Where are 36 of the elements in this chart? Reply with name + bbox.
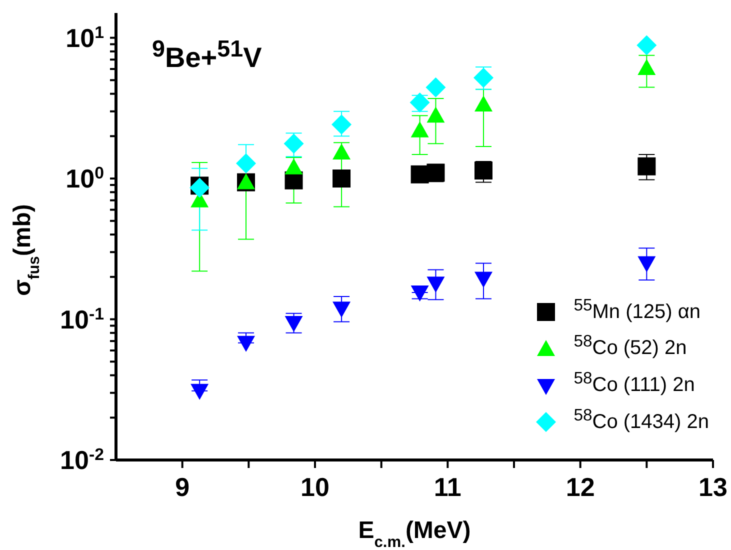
- legend-label: $^{58}$Co (111) 2n: [574, 368, 695, 396]
- point: [638, 157, 656, 176]
- point: [236, 153, 256, 174]
- y-tick-label: 10$^{-1}$: [60, 304, 104, 334]
- point: [410, 121, 429, 138]
- y-tick-label: 10$^{-2}$: [60, 444, 104, 475]
- x-tick-label: 12: [566, 472, 595, 502]
- point: [284, 158, 303, 174]
- x-tick-label: 11: [434, 472, 462, 502]
- point: [284, 316, 303, 332]
- annotation: $^{9}$Be+$^{51}$V: [152, 36, 262, 74]
- point: [190, 384, 209, 400]
- x-tick-label: 9: [175, 472, 190, 502]
- point: [638, 58, 656, 75]
- point: [332, 302, 351, 318]
- point: [426, 77, 446, 98]
- point: [474, 162, 492, 180]
- y-tick-label: 10$^{1}$: [66, 22, 104, 53]
- x-tick-label: 13: [698, 472, 728, 502]
- y-tick-label: 10$^{0}$: [66, 163, 104, 194]
- point: [474, 95, 492, 112]
- legend-label: $^{55}$Mn (125) αn: [574, 295, 701, 323]
- legend-label: $^{58}$Co (1434) 2n: [574, 404, 709, 433]
- point: [284, 134, 304, 154]
- point: [332, 144, 351, 160]
- point: [332, 170, 351, 188]
- point: [237, 336, 256, 352]
- point: [426, 276, 445, 293]
- legend-label: $^{58}$Co (52) 2n: [574, 332, 687, 360]
- x-tick-label: 10: [300, 472, 330, 502]
- point: [332, 114, 352, 135]
- point: [636, 35, 657, 56]
- point: [474, 272, 492, 288]
- x-axis-title: E$_{c.m.}$(MeV): [358, 517, 471, 550]
- point: [426, 106, 445, 123]
- point: [638, 256, 656, 272]
